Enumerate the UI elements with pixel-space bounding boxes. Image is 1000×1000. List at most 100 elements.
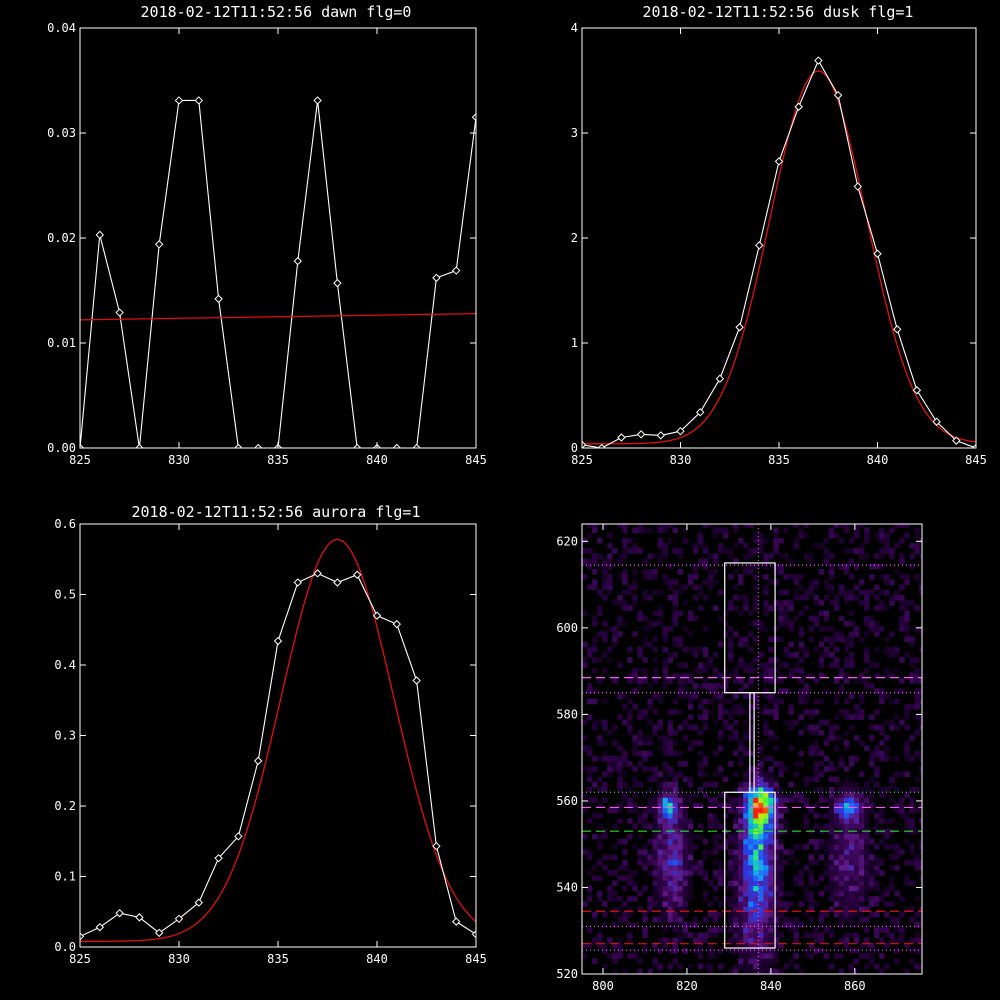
data-point xyxy=(135,443,144,448)
image-cell xyxy=(662,818,668,824)
image-cell xyxy=(672,605,679,611)
image-cell xyxy=(592,524,598,528)
image-cell xyxy=(864,620,870,627)
image-cell xyxy=(869,683,875,689)
image-cell xyxy=(662,524,668,528)
image-cell xyxy=(662,875,668,881)
image-cell xyxy=(899,615,905,622)
image-cell xyxy=(854,709,860,715)
image-cell xyxy=(642,527,648,533)
image-cell xyxy=(773,563,779,570)
image-cell xyxy=(879,626,885,632)
image-cell xyxy=(874,963,880,970)
image-cell xyxy=(632,735,638,741)
image-cell xyxy=(879,807,885,814)
image-cell xyxy=(828,776,835,783)
image-cell xyxy=(894,890,900,897)
image-cell xyxy=(894,714,900,720)
image-cell xyxy=(758,620,764,627)
image-cell xyxy=(874,688,880,694)
image-cell xyxy=(672,641,679,648)
image-cell xyxy=(642,813,648,819)
image-cell xyxy=(677,932,684,938)
image-cell xyxy=(843,942,850,949)
image-cell xyxy=(904,600,910,606)
image-cell xyxy=(607,890,613,897)
image-cell xyxy=(758,776,764,783)
image-cell xyxy=(848,652,855,658)
image-cell xyxy=(612,968,618,974)
image-cell xyxy=(692,932,699,938)
image-cell xyxy=(773,761,779,767)
image-cell xyxy=(919,553,922,559)
image-cell xyxy=(743,823,749,829)
image-cell xyxy=(899,937,905,944)
image-cell xyxy=(687,885,694,892)
image-cell xyxy=(838,823,845,829)
image-cell xyxy=(707,797,714,803)
dusk-plot: 2018-02-12T11:52:56 dusk flg=1 825 830 835… xyxy=(571,3,987,467)
image-cell xyxy=(627,937,633,944)
image-cell xyxy=(652,807,658,814)
image-cell xyxy=(763,859,769,866)
image-cell xyxy=(738,901,744,907)
image-cell xyxy=(884,745,890,752)
image-cell xyxy=(768,802,774,809)
image-cell xyxy=(637,646,643,653)
image-cell xyxy=(869,776,875,783)
image-cell xyxy=(647,807,653,814)
image-cell xyxy=(748,953,754,959)
image-cell xyxy=(647,626,653,632)
image-cell xyxy=(768,906,774,912)
image-cell xyxy=(743,870,749,876)
data-point xyxy=(676,426,685,436)
image-cell xyxy=(864,839,870,845)
image-cell xyxy=(773,693,779,700)
image-cell xyxy=(828,553,835,559)
image-cell xyxy=(884,735,890,741)
image-cell xyxy=(869,880,875,887)
image-cell xyxy=(667,833,673,840)
image-cell xyxy=(778,844,784,850)
image-cell xyxy=(763,797,769,803)
image-cell xyxy=(848,890,855,897)
image-cell xyxy=(712,844,719,850)
image-cell xyxy=(768,833,774,840)
image-cell xyxy=(843,600,850,606)
image-cell xyxy=(763,823,769,829)
image-cell xyxy=(758,548,764,554)
image-cell xyxy=(642,911,648,918)
image-cell xyxy=(687,797,694,803)
data-point xyxy=(174,96,184,105)
image-cell xyxy=(813,839,820,845)
image-cell xyxy=(662,885,668,892)
image-cell xyxy=(753,693,759,700)
image-cell xyxy=(738,896,744,902)
image-cell xyxy=(743,906,749,912)
image-cell xyxy=(712,885,719,892)
image-cell xyxy=(652,870,658,876)
image-cell xyxy=(909,797,915,803)
image-cell xyxy=(838,916,845,923)
image-cell xyxy=(597,859,603,866)
image-cell xyxy=(848,693,855,700)
image-cell xyxy=(904,620,910,627)
image-cell xyxy=(813,729,820,736)
image-cell xyxy=(899,594,905,601)
image-cell xyxy=(738,792,744,798)
image-cell xyxy=(642,714,648,720)
image-cell xyxy=(718,693,724,700)
image-cell xyxy=(667,906,673,912)
image-cell xyxy=(904,652,910,658)
image-cell xyxy=(783,615,789,622)
image-cell xyxy=(773,854,779,861)
image-cell xyxy=(869,839,875,845)
data-point xyxy=(313,569,322,578)
image-cell xyxy=(848,906,855,912)
image-cell xyxy=(712,579,719,585)
image-cell xyxy=(843,646,850,653)
image-cell xyxy=(622,916,628,923)
image-cell xyxy=(808,859,815,866)
image-cell xyxy=(723,802,729,809)
image-cell xyxy=(798,844,804,850)
